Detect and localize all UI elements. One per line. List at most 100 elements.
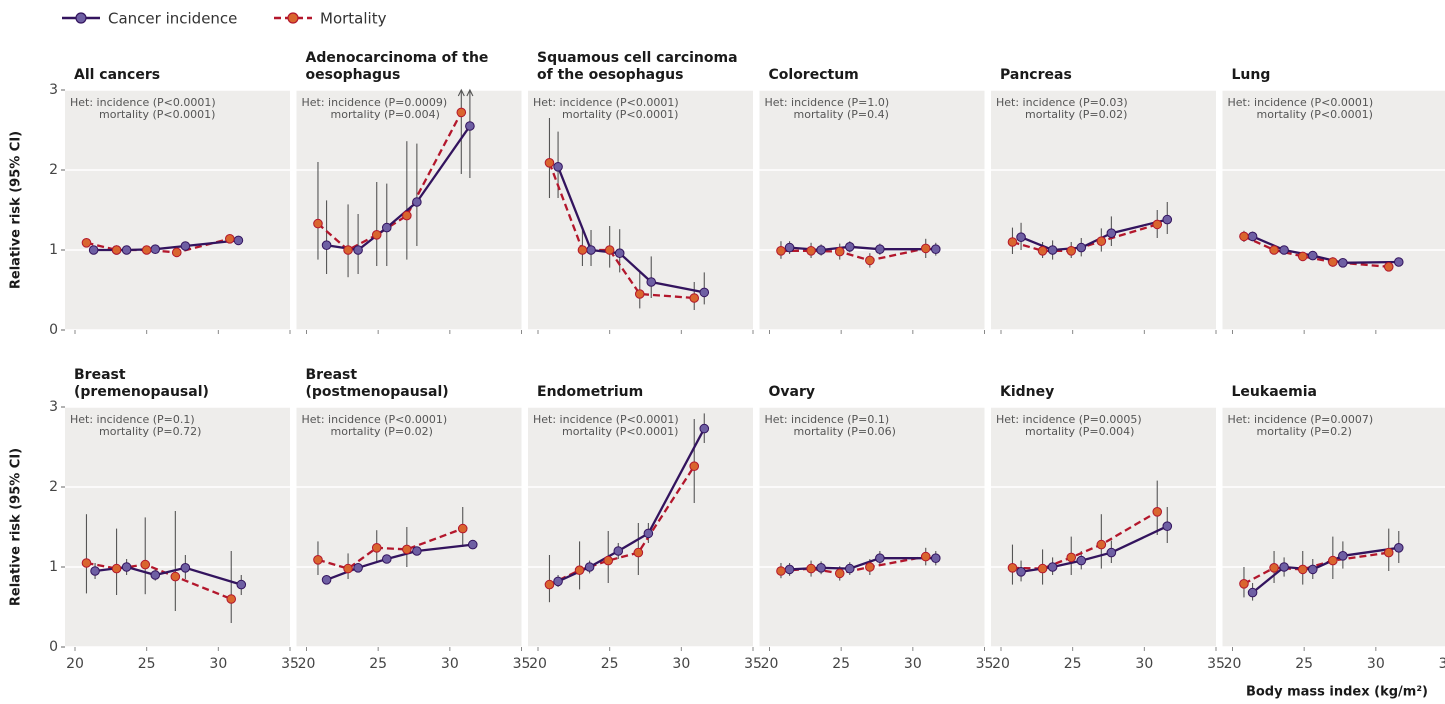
heterogeneity-note: mortality (P=0.4) <box>794 108 889 121</box>
x-axis-label: Body mass index (kg/m²) <box>1246 685 1428 700</box>
panel-title: Pancreas <box>1000 67 1072 83</box>
point <box>1328 257 1338 267</box>
point <box>412 546 422 556</box>
point <box>90 566 100 576</box>
point <box>689 461 700 472</box>
x-tick-label: 25 <box>1295 656 1313 672</box>
point <box>1338 258 1348 268</box>
point <box>1297 251 1308 262</box>
x-tick-label: 30 <box>441 656 459 672</box>
point <box>844 563 855 574</box>
series-line <box>548 162 695 300</box>
y-tick-label: 1 <box>49 242 58 258</box>
panel: Lung Het: incidence (P<0.0001)mortality (… <box>1222 67 1445 334</box>
x-tick-label: 35 <box>281 656 299 672</box>
panel-background <box>1222 407 1445 647</box>
point <box>225 234 235 244</box>
heterogeneity-note: Het: incidence (P=0.1) <box>70 413 195 426</box>
point <box>1152 219 1163 230</box>
point <box>603 555 614 566</box>
panel: 0 1 2 3 All cancers Het: incidence (P<0.0001)… <box>9 67 291 338</box>
point <box>577 245 588 255</box>
point <box>806 246 816 256</box>
panel-background <box>1222 90 1445 330</box>
point <box>646 277 657 287</box>
point <box>1279 245 1289 255</box>
point <box>121 245 132 255</box>
point <box>371 543 382 553</box>
point <box>806 563 816 574</box>
panel-title: All cancers <box>74 67 160 83</box>
point <box>920 243 931 254</box>
legend: Cancer incidence Mortality <box>62 10 387 28</box>
point <box>574 565 585 576</box>
point <box>402 210 412 221</box>
heterogeneity-note: mortality (P=0.06) <box>794 425 896 438</box>
point <box>865 255 875 266</box>
point <box>313 218 323 229</box>
point <box>613 546 624 556</box>
panel: 20 25 30 35 Kidney Het: incidence (P=0.0005)m… <box>991 384 1225 672</box>
panel-title: Ovary <box>769 384 816 400</box>
point <box>1037 563 1048 574</box>
y-axis-label: Relative risk (95% CI) <box>9 131 24 289</box>
legend-label: Cancer incidence <box>108 10 237 28</box>
point <box>1076 555 1087 566</box>
point <box>1047 562 1058 572</box>
point <box>930 244 941 254</box>
point <box>544 579 555 590</box>
point <box>121 562 132 572</box>
panel: 20 25 30 35 Ovary Het: incidence (P=0.1)morta… <box>759 384 993 672</box>
point <box>816 245 826 255</box>
point <box>1393 257 1404 267</box>
point <box>1247 231 1258 242</box>
panel-title: of the oesophagus <box>537 67 683 83</box>
x-tick-label: 25 <box>138 656 156 672</box>
panel: Colorectum Het: incidence (P=1.0)mortalit… <box>759 67 985 334</box>
panel-background <box>759 407 985 647</box>
point <box>1007 237 1018 247</box>
x-tick-label: 20 <box>1224 656 1242 672</box>
point <box>321 240 332 250</box>
y-tick-label: 2 <box>49 162 58 178</box>
y-tick-label: 3 <box>49 399 58 415</box>
point <box>141 245 152 255</box>
point <box>1076 242 1087 253</box>
panel-title: (postmenopausal) <box>306 384 449 400</box>
point <box>1066 246 1077 256</box>
point <box>1338 551 1348 561</box>
point <box>584 562 595 572</box>
point <box>875 244 885 254</box>
panel-title: oesophagus <box>306 67 401 83</box>
x-tick-label: 25 <box>601 656 619 672</box>
panel-title: Squamous cell carcinoma <box>537 50 738 66</box>
point <box>1328 555 1338 566</box>
heterogeneity-note: mortality (P<0.0001) <box>562 425 678 438</box>
x-tick-label: 30 <box>904 656 922 672</box>
point <box>1016 567 1026 577</box>
point <box>1106 228 1117 238</box>
point <box>614 248 625 258</box>
point <box>1152 507 1163 517</box>
point <box>226 594 237 604</box>
panel-title: Endometrium <box>537 384 643 400</box>
point <box>381 554 392 564</box>
point <box>689 293 700 303</box>
point <box>343 563 353 574</box>
heterogeneity-note: Het: incidence (P=0.0009) <box>302 96 448 109</box>
heterogeneity-note: Het: incidence (P=0.1) <box>765 413 890 426</box>
point <box>111 563 122 574</box>
series-line <box>1243 551 1389 585</box>
heterogeneity-note: mortality (P<0.0001) <box>562 108 678 121</box>
panel-background <box>528 407 753 647</box>
point <box>233 235 244 246</box>
point <box>140 559 151 570</box>
point <box>865 562 875 572</box>
point <box>699 423 710 434</box>
point <box>1016 232 1026 242</box>
panel: 0 1 2 3 20 25 30 35 Breast(premenopausal) Het: in… <box>9 367 299 672</box>
point <box>1269 245 1279 255</box>
legend-label: Mortality <box>320 10 387 28</box>
point <box>604 245 615 255</box>
